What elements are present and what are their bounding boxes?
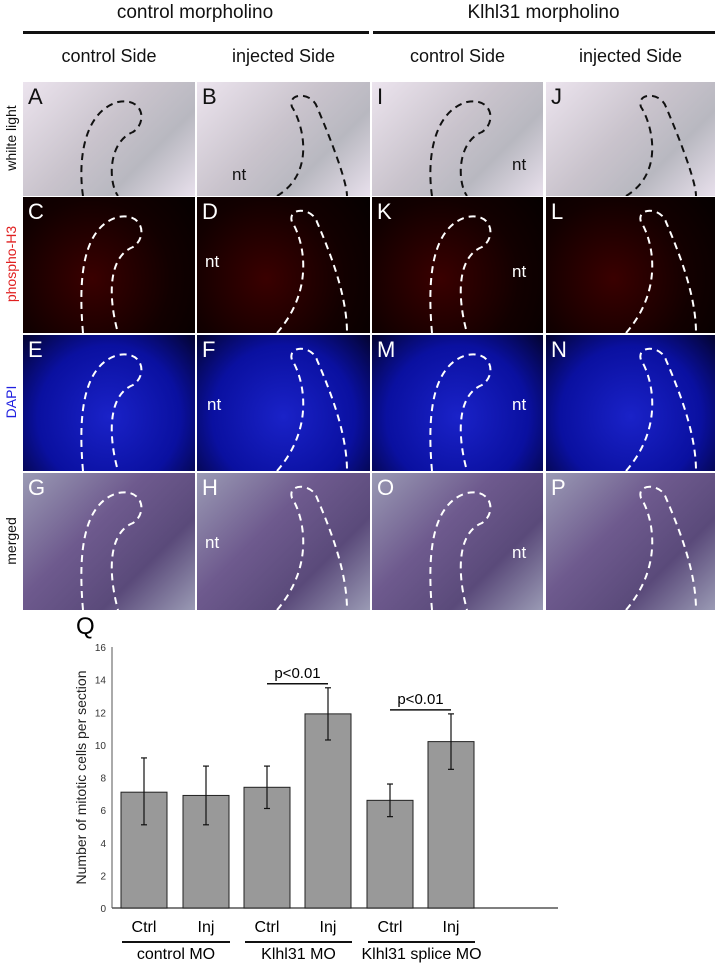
significance-label: p<0.01 [274, 665, 320, 682]
y-tick-label: 10 [95, 741, 107, 752]
y-axis-label: Number of mitotic cells per section [73, 671, 89, 885]
bar [304, 713, 352, 909]
outline-dashed-curve [80, 100, 143, 196]
outline-dashed-curve [625, 485, 697, 610]
row-label-dapi: DAPI [3, 385, 19, 419]
micrograph-panel-C: C [23, 197, 195, 333]
neural-tube-label: nt [512, 395, 527, 414]
panel-letter: H [202, 475, 218, 500]
panel-letter: N [551, 337, 567, 362]
subheader-control-side: control Side [409, 46, 506, 66]
neural-tube-label: nt [205, 252, 220, 271]
subheader-injected-side: injected Side [578, 46, 683, 66]
header-divider-left [23, 31, 369, 34]
x-tick-label: Ctrl [255, 919, 280, 936]
outline-dashed-curve [429, 491, 492, 610]
x-tick-label: Ctrl [132, 919, 157, 936]
outline-dashed-curve [276, 209, 348, 333]
panel-letter: K [377, 199, 392, 224]
header-klhl31-morpholino: Klhl31 morpholino [467, 2, 620, 23]
neural-tube-label: nt [232, 165, 247, 184]
row-label-phospho-h3: phospho-H3 [3, 225, 19, 303]
micrograph-panel-L: L [546, 197, 715, 333]
row-label-merged: merged [3, 516, 19, 565]
panel-letter: G [28, 475, 46, 500]
outline-dashed-curve [276, 347, 348, 471]
header-divider-right [373, 31, 715, 34]
panel-letter: J [551, 84, 562, 109]
x-tick-label: Inj [443, 919, 460, 936]
outline-dashed-curve [276, 94, 348, 196]
row-label-white-light: whilte light [3, 105, 19, 171]
panel-letter: A [28, 84, 43, 109]
bar [182, 794, 230, 909]
panel-letter: F [202, 337, 216, 362]
micrograph-panel-A: A [23, 82, 195, 196]
neural-tube-label: nt [512, 543, 527, 562]
panel-letter: D [202, 199, 218, 224]
group-label: control MO [137, 946, 215, 963]
outline-dashed-curve [625, 347, 697, 471]
micrograph-panel-G: G [23, 473, 195, 610]
panel-letter: M [377, 337, 396, 362]
y-tick-label: 8 [100, 774, 106, 785]
chart-panel-letter: Q [76, 613, 95, 640]
header-control-morpholino: control morpholino [116, 2, 274, 23]
subheader-control-side: control Side [61, 46, 157, 66]
group-label: Klhl31 MO [261, 946, 336, 963]
panel-letter: B [202, 84, 217, 109]
micrograph-panel-J: J [546, 82, 715, 196]
x-tick-label: Inj [198, 919, 215, 936]
micrograph-panel-N: N [546, 335, 715, 471]
y-tick-label: 6 [100, 806, 106, 817]
outline-dashed-curve [276, 485, 348, 610]
neural-tube-label: nt [512, 155, 527, 174]
x-tick-label: Ctrl [378, 919, 403, 936]
neural-tube-label: nt [205, 533, 220, 552]
outline-dashed-curve [80, 491, 143, 610]
x-tick-label: Inj [320, 919, 337, 936]
outline-dashed-curve [625, 94, 697, 196]
subheader-injected-side: injected Side [231, 46, 336, 66]
panel-letter: E [28, 337, 43, 362]
neural-tube-label: nt [207, 395, 222, 414]
outline-dashed-curve [80, 215, 143, 333]
y-tick-label: 0 [100, 904, 106, 915]
outline-dashed-curve [429, 100, 492, 196]
y-tick-label: 2 [100, 871, 106, 882]
y-tick-label: 16 [95, 643, 107, 654]
y-tick-label: 12 [95, 708, 107, 719]
y-tick-label: 14 [95, 676, 107, 687]
outline-dashed-curve [625, 209, 697, 333]
panel-letter: C [28, 199, 44, 224]
panel-letter: L [551, 199, 564, 224]
neural-tube-label: nt [512, 262, 527, 281]
significance-label: p<0.01 [397, 691, 443, 708]
panel-letter: O [377, 475, 395, 500]
y-tick-label: 4 [100, 839, 106, 850]
panel-letter: I [377, 84, 384, 109]
micrograph-panel-E: E [23, 335, 195, 471]
micrograph-panel-P: P [546, 473, 715, 610]
bar-chart: Q 0 2 4 6 8 10 12 14 16 Number of mitotic cells pe… [73, 613, 558, 963]
panel-letter: P [551, 475, 566, 500]
group-label: Klhl31 splice MO [361, 946, 481, 963]
bar [366, 799, 414, 909]
outline-dashed-curve [80, 353, 143, 471]
